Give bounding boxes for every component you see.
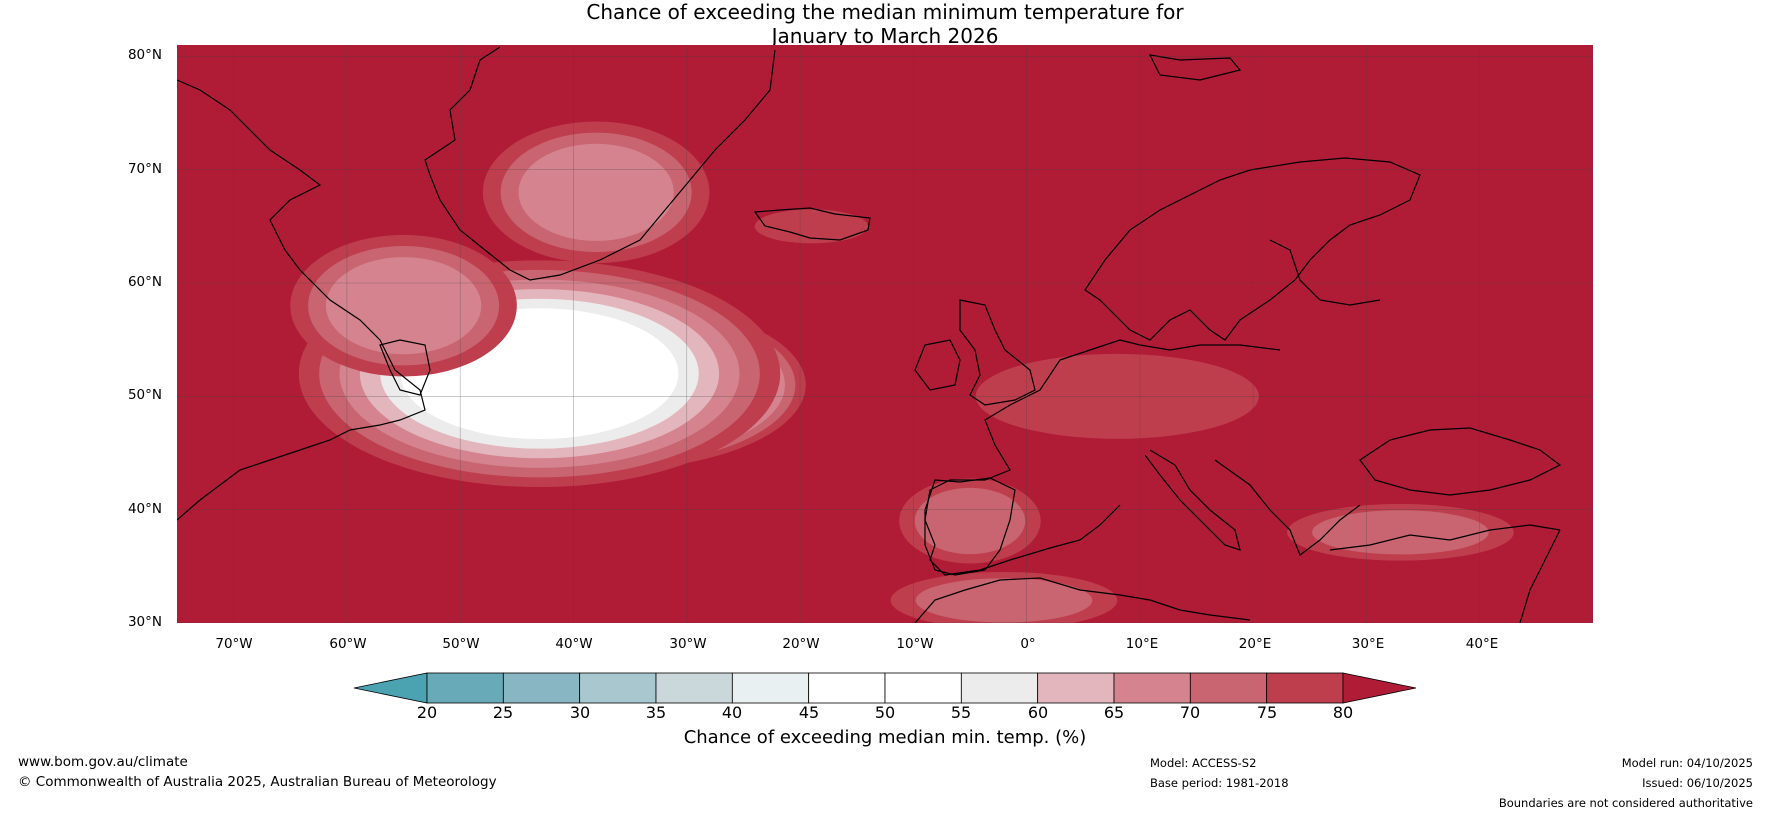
scandinavia-coast — [1084, 157, 1421, 341]
cb-tick-80: 80 — [1332, 703, 1354, 722]
footer-issued: Issued: 06/10/2025 — [1642, 776, 1753, 790]
cb-tick-20: 20 — [416, 703, 438, 722]
lon-label-30w: 30°W — [669, 636, 707, 652]
region-iberia-ring-70 — [914, 487, 1026, 555]
region-western-europe-ring-75 — [975, 353, 1259, 439]
newfoundland-coast — [379, 339, 431, 396]
footer-website: www.bom.gov.au/climate — [18, 754, 188, 770]
coastlines — [177, 46, 1562, 623]
title-line-2: January to March 2026 — [771, 24, 999, 48]
footer-model: Model: ACCESS-S2 — [1150, 756, 1257, 770]
lon-label-60w: 60°W — [329, 636, 367, 652]
balkans-coast — [1214, 459, 1361, 556]
cb-tick-45: 45 — [798, 703, 820, 722]
cb-tick-40: 40 — [721, 703, 743, 722]
lon-label-20e: 20°E — [1238, 636, 1272, 652]
lat-label-30: 30°N — [127, 614, 162, 630]
baltic-coast — [1269, 239, 1381, 306]
lat-label-40: 40°N — [127, 501, 162, 517]
footer-base-period: Base period: 1981-2018 — [1150, 776, 1289, 790]
footer-model-run: Model run: 04/10/2025 — [1621, 756, 1753, 770]
cb-tick-65: 65 — [1103, 703, 1125, 722]
lon-label-40w: 40°W — [555, 636, 593, 652]
probability-regions — [290, 121, 1514, 623]
ireland-coast — [914, 339, 961, 391]
great-britain-coast — [959, 299, 1036, 406]
cb-tick-60: 60 — [1027, 703, 1049, 722]
lon-label-10e: 10°E — [1125, 636, 1159, 652]
map-title: Chance of exceeding the median minimum t… — [0, 0, 1770, 48]
italy-coast — [1144, 449, 1241, 551]
region-iceland-ring-75 — [754, 209, 869, 244]
cb-tick-25: 25 — [492, 703, 514, 722]
lat-label-50: 50°N — [127, 387, 162, 403]
colorbar-title: Chance of exceeding median min. temp. (%… — [683, 727, 1087, 748]
svalbard-coast — [1148, 54, 1242, 81]
black-sea-coast — [1359, 427, 1562, 496]
lon-label-70w: 70°W — [215, 636, 253, 652]
cb-tick-30: 30 — [569, 703, 591, 722]
region-north-africa-ring-70 — [915, 578, 1093, 623]
north-africa-coast — [914, 577, 1251, 623]
cb-tick-35: 35 — [645, 703, 667, 722]
map-field — [177, 45, 1593, 623]
lat-label-70: 70°N — [127, 161, 162, 177]
cb-tick-50: 50 — [874, 703, 896, 722]
lat-label-60: 60°N — [127, 274, 162, 290]
graticule — [177, 45, 1593, 623]
region-greenland-east-coast-ring-65 — [518, 143, 674, 241]
footer-disclaimer: Boundaries are not considered authoritat… — [1498, 796, 1753, 810]
greenland-coast — [424, 46, 776, 281]
iberia-coast — [924, 477, 1016, 576]
lon-label-40e: 40°E — [1465, 636, 1499, 652]
region-labrador-sea-ring-65 — [325, 257, 482, 355]
turkey-coast — [1329, 524, 1561, 623]
cb-tick-70: 70 — [1179, 703, 1201, 722]
lon-label-0: 0° — [1020, 636, 1036, 652]
lon-label-30e: 30°E — [1351, 636, 1385, 652]
footer-copyright: © Commonwealth of Australia 2025, Austra… — [18, 774, 497, 790]
iceland-coast — [753, 207, 871, 241]
north-america-coast — [177, 79, 426, 521]
lat-label-80: 80°N — [127, 47, 162, 63]
cb-tick-55: 55 — [950, 703, 972, 722]
lon-label-50w: 50°W — [442, 636, 480, 652]
cb-tick-75: 75 — [1256, 703, 1278, 722]
lon-label-20w: 20°W — [782, 636, 820, 652]
title-line-1: Chance of exceeding the median minimum t… — [586, 0, 1184, 24]
lon-label-10w: 10°W — [896, 636, 934, 652]
region-turkey-ring-70 — [1312, 510, 1489, 555]
